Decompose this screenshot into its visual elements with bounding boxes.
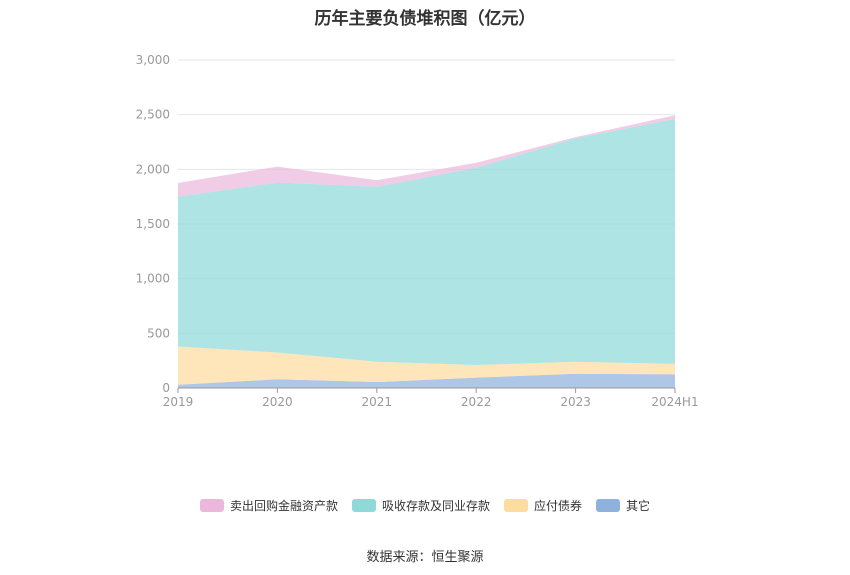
y-tick-label: 1,500 (136, 217, 170, 231)
y-tick-label: 0 (162, 381, 170, 395)
legend-swatch (351, 499, 376, 512)
legend-swatch (596, 499, 621, 512)
legend-item[interactable]: 卖出回购金融资产款 (199, 497, 338, 514)
legend-item[interactable]: 应付债券 (504, 497, 582, 514)
legend-label: 吸收存款及同业存款 (381, 499, 490, 513)
area-series (178, 346, 675, 385)
legend-item[interactable]: 吸收存款及同业存款 (351, 497, 490, 514)
legend: 卖出回购金融资产款 吸收存款及同业存款 应付债券 其它 (0, 497, 850, 514)
y-tick-label: 2,500 (136, 108, 170, 122)
y-tick-label: 500 (147, 326, 170, 340)
axes: 0 500 1,000 1,500 2,000 2,500 3,000 2019 2020 202… (136, 53, 699, 409)
legend-label: 应付债券 (534, 499, 583, 513)
area-series (178, 119, 675, 365)
x-tick-label: 2022 (461, 395, 492, 409)
y-tick-label: 2,000 (136, 162, 170, 176)
legend-swatch (504, 499, 528, 512)
x-tick-label: 2023 (560, 395, 591, 409)
chart-title: 历年主要负债堆积图（亿元） (314, 9, 536, 29)
x-tick-label: 2024H1 (651, 395, 698, 409)
data-source: 数据来源：恒生聚源 (366, 550, 484, 565)
y-tick-label: 3,000 (136, 53, 170, 67)
legend-swatch (199, 499, 224, 512)
y-tick-label: 1,000 (136, 272, 170, 286)
x-tick-label: 2019 (163, 395, 194, 409)
area-series (178, 115, 675, 197)
legend-item[interactable]: 其它 (596, 497, 650, 514)
area-layer (178, 115, 675, 388)
x-tick-label: 2021 (362, 395, 393, 409)
x-tick-label: 2020 (262, 395, 293, 409)
legend-label: 其它 (626, 499, 651, 513)
legend-label: 卖出回购金融资产款 (229, 499, 338, 513)
area-series (178, 373, 675, 388)
